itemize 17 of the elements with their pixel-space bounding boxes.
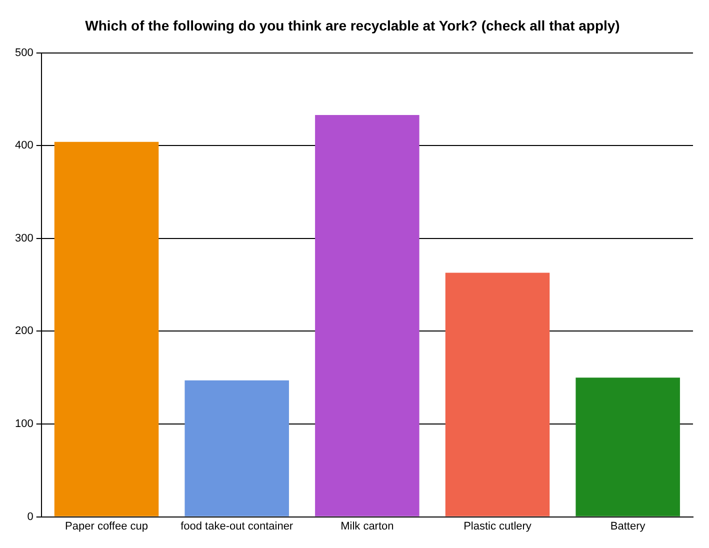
- y-tick-label: 400: [14, 140, 34, 152]
- bar: [315, 114, 420, 516]
- bar: [576, 378, 680, 516]
- y-tick-label: 100: [14, 418, 34, 430]
- x-tick-label: Plastic cutlery: [464, 520, 532, 532]
- y-tick-label: 500: [14, 46, 34, 59]
- x-tick-label: food take-out container: [180, 520, 294, 532]
- x-tick-label: Milk carton: [340, 520, 394, 532]
- bar: [184, 380, 289, 516]
- bar: [445, 272, 550, 516]
- y-tick-label: 300: [14, 232, 34, 244]
- y-tick-label: 200: [14, 325, 34, 338]
- x-tick-label: Battery: [610, 520, 646, 532]
- x-tick-label: Paper coffee cup: [65, 520, 148, 532]
- y-tick-label: 0: [27, 510, 34, 523]
- chart-title: Which of the following do you think are recyclable at York? (check all that apply): [85, 17, 620, 34]
- bar: [54, 142, 159, 516]
